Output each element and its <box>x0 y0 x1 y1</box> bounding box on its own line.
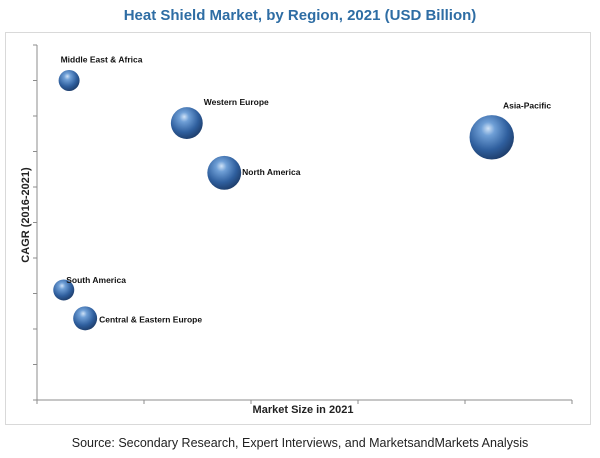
bubble-label: Middle East & Africa <box>61 55 143 65</box>
chart-frame <box>5 32 591 425</box>
bubble-central-eastern-europe <box>73 306 98 331</box>
y-axis-label: CAGR (2016-2021) <box>20 167 32 263</box>
bubble-western-europe <box>170 107 203 140</box>
bubble-label: Central & Eastern Europe <box>99 314 202 324</box>
bubble-asia-pacific <box>469 115 514 160</box>
bubble-label: Asia-Pacific <box>503 100 551 110</box>
x-axis-label: Market Size in 2021 <box>253 404 354 416</box>
bubble-north-america <box>207 155 242 190</box>
bubble-labels: Middle East & Africa Western Europe North … <box>61 55 552 325</box>
chart-title: Heat Shield Market, by Region, 2021 (USD… <box>123 7 477 24</box>
bubbles <box>53 70 514 331</box>
bubble-label: North America <box>242 167 301 177</box>
bubble-middle-east-africa <box>58 70 80 91</box>
source-note: Source: Secondary Research, Expert Inter… <box>71 436 529 450</box>
axes <box>33 44 573 404</box>
bubble-label: South America <box>66 275 126 285</box>
bubble-label: Western Europe <box>204 97 269 107</box>
bubble-south-america <box>53 279 75 301</box>
